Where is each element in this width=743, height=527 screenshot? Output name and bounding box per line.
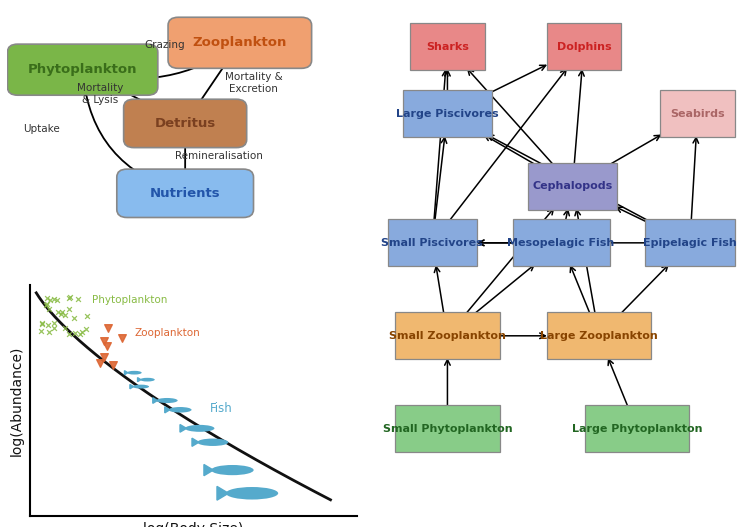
FancyBboxPatch shape bbox=[645, 219, 735, 266]
Text: Small Piscivores: Small Piscivores bbox=[381, 238, 483, 248]
Point bbox=[35, 327, 47, 335]
Point bbox=[76, 327, 88, 336]
Text: Mortality &
Excretion: Mortality & Excretion bbox=[224, 72, 282, 94]
Polygon shape bbox=[165, 407, 170, 413]
Polygon shape bbox=[192, 438, 199, 446]
Text: Mesopelagic Fish: Mesopelagic Fish bbox=[507, 238, 614, 248]
Point bbox=[43, 328, 55, 336]
Point bbox=[68, 314, 80, 323]
Text: Large Zooplankton: Large Zooplankton bbox=[540, 331, 658, 341]
Polygon shape bbox=[217, 486, 229, 500]
Point bbox=[98, 336, 110, 345]
Ellipse shape bbox=[140, 378, 155, 382]
Polygon shape bbox=[180, 425, 186, 432]
Point bbox=[81, 312, 93, 320]
Point bbox=[63, 294, 75, 302]
Point bbox=[36, 318, 48, 327]
X-axis label: log(Body Size): log(Body Size) bbox=[143, 522, 243, 527]
FancyBboxPatch shape bbox=[513, 219, 609, 266]
Text: Cephalopods: Cephalopods bbox=[532, 181, 613, 191]
FancyBboxPatch shape bbox=[403, 90, 492, 137]
Point bbox=[55, 310, 67, 318]
Point bbox=[41, 299, 53, 308]
FancyBboxPatch shape bbox=[547, 23, 621, 70]
Text: Remineralisation: Remineralisation bbox=[175, 151, 263, 161]
Point bbox=[102, 324, 114, 333]
Point bbox=[101, 341, 113, 350]
Polygon shape bbox=[125, 370, 128, 375]
FancyBboxPatch shape bbox=[117, 169, 253, 218]
Ellipse shape bbox=[156, 398, 178, 403]
Ellipse shape bbox=[198, 438, 228, 446]
Polygon shape bbox=[137, 378, 140, 382]
Text: Large Phytoplankton: Large Phytoplankton bbox=[571, 424, 702, 434]
Polygon shape bbox=[204, 464, 213, 476]
Point bbox=[48, 319, 60, 327]
Text: Phytoplankton: Phytoplankton bbox=[92, 295, 167, 305]
FancyBboxPatch shape bbox=[7, 44, 158, 95]
FancyBboxPatch shape bbox=[585, 405, 690, 452]
Point bbox=[42, 321, 54, 329]
Text: Large Piscivores: Large Piscivores bbox=[396, 109, 499, 119]
Ellipse shape bbox=[226, 487, 278, 500]
Point bbox=[51, 296, 63, 305]
Text: Small Phytoplankton: Small Phytoplankton bbox=[383, 424, 512, 434]
Point bbox=[74, 330, 86, 338]
FancyBboxPatch shape bbox=[410, 23, 484, 70]
Ellipse shape bbox=[127, 371, 142, 375]
Point bbox=[42, 305, 54, 314]
Point bbox=[36, 319, 48, 328]
Point bbox=[56, 308, 68, 316]
Point bbox=[48, 295, 59, 303]
Ellipse shape bbox=[211, 465, 253, 475]
Ellipse shape bbox=[169, 407, 192, 413]
Y-axis label: log(Abundance): log(Abundance) bbox=[10, 345, 25, 456]
Point bbox=[44, 296, 56, 304]
FancyBboxPatch shape bbox=[168, 17, 311, 69]
Point bbox=[59, 324, 71, 332]
Text: Mortality
& Lysis: Mortality & Lysis bbox=[77, 83, 123, 105]
Polygon shape bbox=[153, 398, 158, 403]
Text: Nutrients: Nutrients bbox=[150, 187, 221, 200]
Text: Zooplankton: Zooplankton bbox=[192, 36, 287, 50]
Text: Seabirds: Seabirds bbox=[670, 109, 725, 119]
Text: Sharks: Sharks bbox=[426, 42, 469, 52]
FancyBboxPatch shape bbox=[395, 405, 500, 452]
Text: Grazing: Grazing bbox=[144, 41, 185, 51]
Point bbox=[40, 301, 52, 309]
Point bbox=[59, 311, 71, 319]
Text: Fish: Fish bbox=[210, 402, 233, 415]
Text: Small Zooplankton: Small Zooplankton bbox=[389, 331, 506, 341]
Point bbox=[116, 334, 128, 342]
Point bbox=[94, 358, 106, 367]
Ellipse shape bbox=[133, 385, 149, 388]
Text: Detritus: Detritus bbox=[155, 117, 215, 130]
FancyBboxPatch shape bbox=[528, 162, 617, 210]
Ellipse shape bbox=[185, 425, 215, 432]
Point bbox=[52, 307, 64, 316]
Point bbox=[80, 325, 92, 333]
FancyBboxPatch shape bbox=[395, 313, 500, 359]
Point bbox=[98, 353, 110, 361]
Point bbox=[64, 293, 76, 301]
Polygon shape bbox=[130, 384, 134, 389]
Text: Dolphins: Dolphins bbox=[557, 42, 611, 52]
Point bbox=[62, 329, 74, 338]
Point bbox=[48, 324, 59, 333]
Text: Zooplankton: Zooplankton bbox=[134, 328, 200, 338]
Point bbox=[41, 294, 53, 302]
Point bbox=[72, 295, 84, 304]
FancyBboxPatch shape bbox=[388, 219, 477, 266]
FancyBboxPatch shape bbox=[547, 313, 652, 359]
Text: Phytoplankton: Phytoplankton bbox=[28, 63, 137, 76]
FancyBboxPatch shape bbox=[661, 90, 735, 137]
Point bbox=[70, 329, 82, 337]
Point bbox=[63, 305, 75, 313]
FancyBboxPatch shape bbox=[123, 99, 247, 148]
Point bbox=[107, 360, 119, 369]
Text: Epipelagic Fish: Epipelagic Fish bbox=[643, 238, 737, 248]
Text: Uptake: Uptake bbox=[23, 124, 60, 134]
